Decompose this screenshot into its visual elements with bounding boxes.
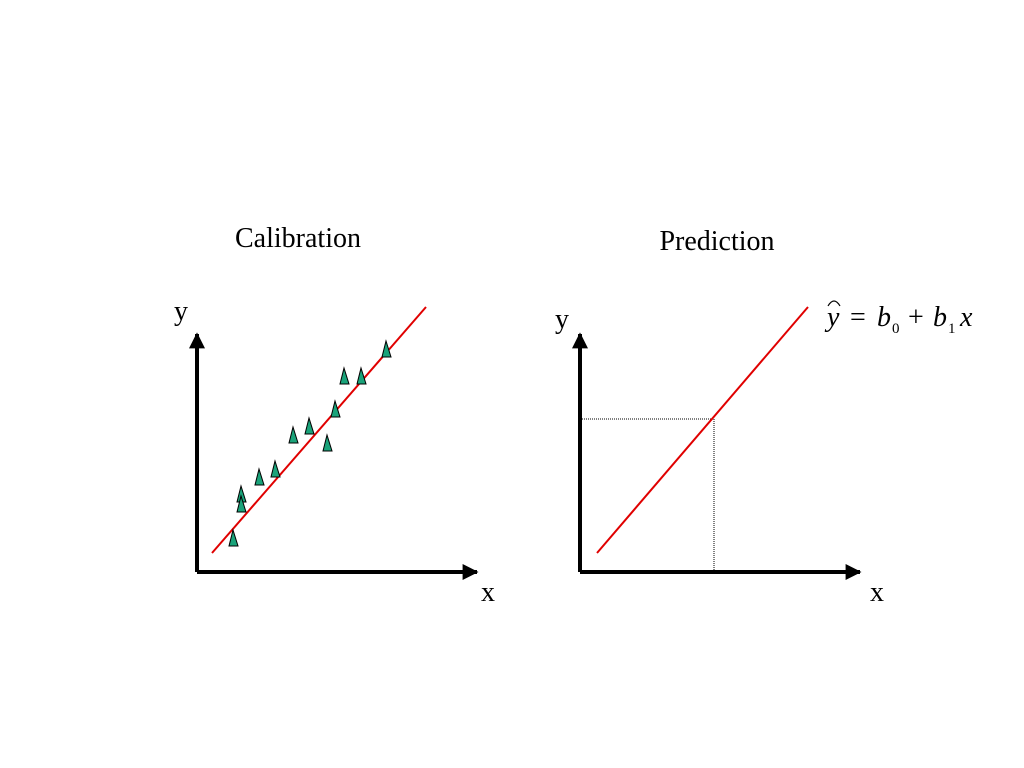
- point: [356, 366, 367, 385]
- x-axis-label: x: [481, 577, 495, 608]
- point: [322, 433, 333, 452]
- point: [304, 416, 315, 435]
- equation-part: +: [908, 302, 924, 333]
- point: [254, 467, 265, 486]
- equation-part: b: [933, 302, 947, 333]
- x-axis-label: x: [870, 577, 884, 608]
- equation-part: 0: [892, 321, 900, 337]
- equation-part: y: [824, 302, 840, 333]
- sample-points: [228, 339, 392, 547]
- point: [228, 528, 239, 547]
- equation-part: b: [877, 302, 891, 333]
- equation-part: 1: [948, 321, 956, 337]
- equation-part: x: [959, 302, 973, 333]
- point: [270, 459, 281, 478]
- point: [288, 425, 299, 444]
- equation: y = b 0 + b 1 x: [824, 300, 973, 337]
- point: [339, 366, 350, 385]
- fit-line: [211, 306, 427, 554]
- y-axis-label: y: [174, 296, 188, 327]
- point: [381, 339, 392, 358]
- fit-line: [596, 306, 809, 554]
- point: [236, 494, 247, 513]
- y-axis-label: y: [555, 304, 569, 335]
- hat: [827, 300, 841, 307]
- calibration-panel: Calibration y x: [174, 223, 495, 608]
- equation-part: =: [850, 302, 866, 333]
- panel-title: Prediction: [659, 226, 774, 257]
- prediction-panel: Prediction y x y = b 0 + b 1 x: [555, 226, 973, 608]
- panel-title: Calibration: [235, 223, 361, 254]
- point: [330, 399, 341, 418]
